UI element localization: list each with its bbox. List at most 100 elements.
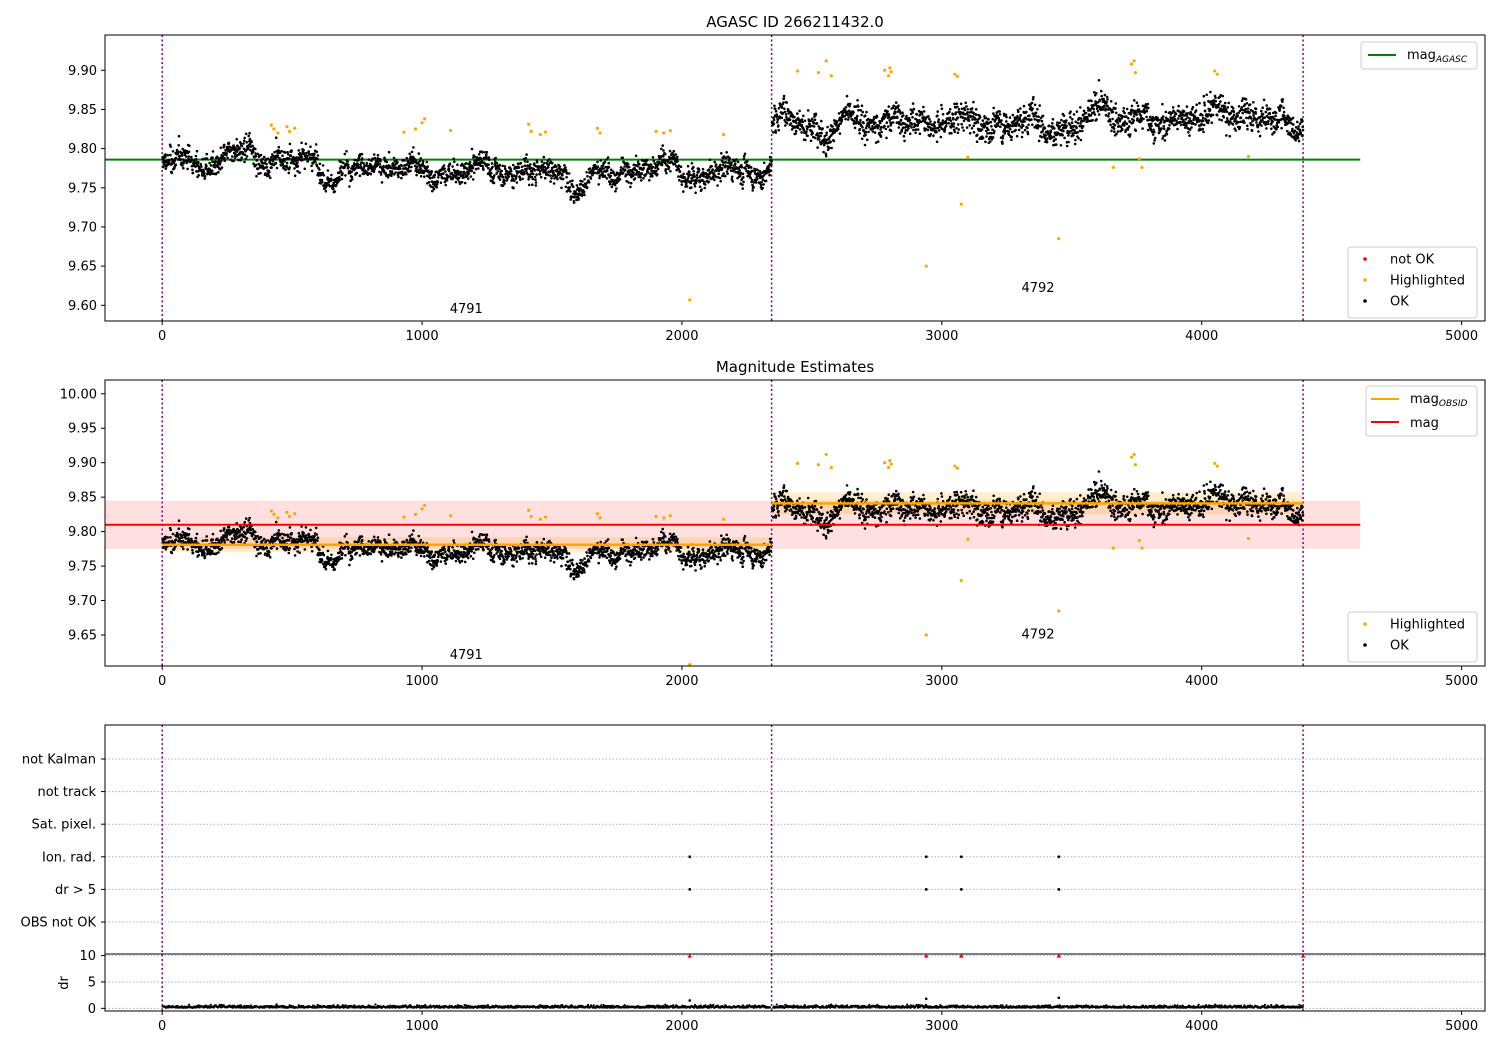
ok-point bbox=[302, 149, 305, 152]
ok-point bbox=[514, 165, 517, 169]
ok-point bbox=[693, 185, 697, 188]
ok-point bbox=[533, 169, 537, 172]
ok-point bbox=[226, 156, 229, 160]
ok-point bbox=[741, 172, 745, 176]
legend-label: Highlighted bbox=[1390, 274, 1465, 289]
ok-point bbox=[796, 112, 799, 115]
ok-point bbox=[442, 172, 445, 175]
ok-point bbox=[170, 171, 174, 175]
ok-point bbox=[524, 156, 528, 160]
ok-point bbox=[542, 155, 546, 159]
ok-point bbox=[1293, 129, 1297, 133]
ok-point bbox=[1237, 120, 1240, 124]
ok-point bbox=[372, 535, 376, 539]
ok-point bbox=[970, 107, 974, 110]
ok-point bbox=[283, 160, 286, 163]
ok-point bbox=[935, 130, 938, 134]
ok-point bbox=[470, 147, 474, 151]
ok-point bbox=[889, 129, 893, 133]
ok-point bbox=[383, 156, 386, 160]
obsid-label: 4791 bbox=[450, 302, 483, 317]
ok-point bbox=[831, 125, 834, 128]
y-tick-label: 9.75 bbox=[68, 181, 97, 196]
ok-point bbox=[201, 157, 204, 161]
highlighted-point bbox=[816, 71, 820, 75]
ok-point bbox=[371, 539, 374, 542]
ok-point bbox=[1248, 111, 1251, 115]
ok-point bbox=[859, 118, 862, 122]
ok-point bbox=[407, 165, 411, 169]
ok-point bbox=[257, 172, 260, 175]
ok-point bbox=[222, 143, 226, 147]
ok-point bbox=[837, 112, 841, 115]
ok-point bbox=[1121, 115, 1125, 118]
ok-point bbox=[477, 167, 480, 170]
ok-point bbox=[1153, 130, 1156, 134]
ok-point bbox=[845, 94, 849, 98]
ok-point bbox=[1036, 107, 1039, 111]
ok-point bbox=[1246, 107, 1250, 110]
ok-point bbox=[467, 177, 470, 180]
ok-point bbox=[863, 143, 867, 147]
ok-point bbox=[503, 165, 507, 168]
ok-point bbox=[1111, 110, 1115, 114]
ok-point bbox=[704, 183, 707, 186]
ok-point bbox=[1054, 138, 1057, 141]
ok-point bbox=[674, 153, 678, 156]
ok-point bbox=[248, 131, 251, 135]
ok-point bbox=[343, 535, 347, 538]
ok-point bbox=[1020, 135, 1024, 139]
ok-point bbox=[952, 118, 955, 121]
ok-point bbox=[330, 173, 333, 177]
ok-point bbox=[872, 118, 875, 121]
ok-point bbox=[722, 172, 725, 175]
ok-point bbox=[608, 182, 612, 186]
ok-point bbox=[265, 166, 269, 169]
ok-point bbox=[991, 117, 995, 121]
ok-point bbox=[1223, 105, 1227, 108]
ok-point bbox=[1301, 128, 1305, 132]
ok-point bbox=[210, 169, 214, 172]
ok-point bbox=[960, 107, 964, 111]
ok-point bbox=[564, 166, 567, 169]
ok-point bbox=[1136, 104, 1140, 108]
ok-point bbox=[244, 157, 248, 161]
ok-point bbox=[543, 165, 546, 169]
ok-point bbox=[254, 534, 257, 538]
ok-point bbox=[242, 142, 245, 145]
ok-point bbox=[306, 157, 310, 161]
ok-point bbox=[170, 163, 173, 166]
ok-point bbox=[394, 551, 398, 554]
ok-point bbox=[957, 107, 961, 111]
ok-point bbox=[785, 101, 788, 104]
ok-point bbox=[1129, 133, 1132, 136]
ok-point bbox=[948, 108, 952, 111]
ok-point bbox=[316, 154, 320, 157]
ok-point bbox=[177, 527, 180, 530]
ok-point bbox=[726, 167, 730, 171]
ok-point bbox=[300, 141, 303, 145]
ok-point bbox=[707, 168, 711, 171]
highlighted-point bbox=[1137, 157, 1141, 161]
ok-point bbox=[862, 121, 865, 125]
ok-point bbox=[373, 167, 376, 171]
ok-point bbox=[1267, 119, 1270, 123]
ok-point bbox=[405, 552, 408, 556]
ok-point bbox=[162, 165, 165, 169]
ok-point bbox=[1005, 115, 1008, 119]
ok-point bbox=[1022, 104, 1026, 108]
ok-point bbox=[1165, 132, 1169, 136]
ok-point bbox=[1112, 127, 1116, 130]
ok-point bbox=[366, 173, 370, 176]
ok-point bbox=[187, 537, 190, 540]
ok-point bbox=[429, 177, 432, 180]
ok-point bbox=[972, 131, 976, 134]
ok-point bbox=[436, 180, 440, 184]
ok-point bbox=[651, 156, 655, 159]
ok-point bbox=[1132, 115, 1136, 118]
ok-point bbox=[490, 162, 494, 165]
ok-point bbox=[451, 165, 454, 168]
ok-point bbox=[182, 547, 185, 551]
ok-point bbox=[741, 183, 744, 186]
ok-point bbox=[825, 133, 828, 137]
